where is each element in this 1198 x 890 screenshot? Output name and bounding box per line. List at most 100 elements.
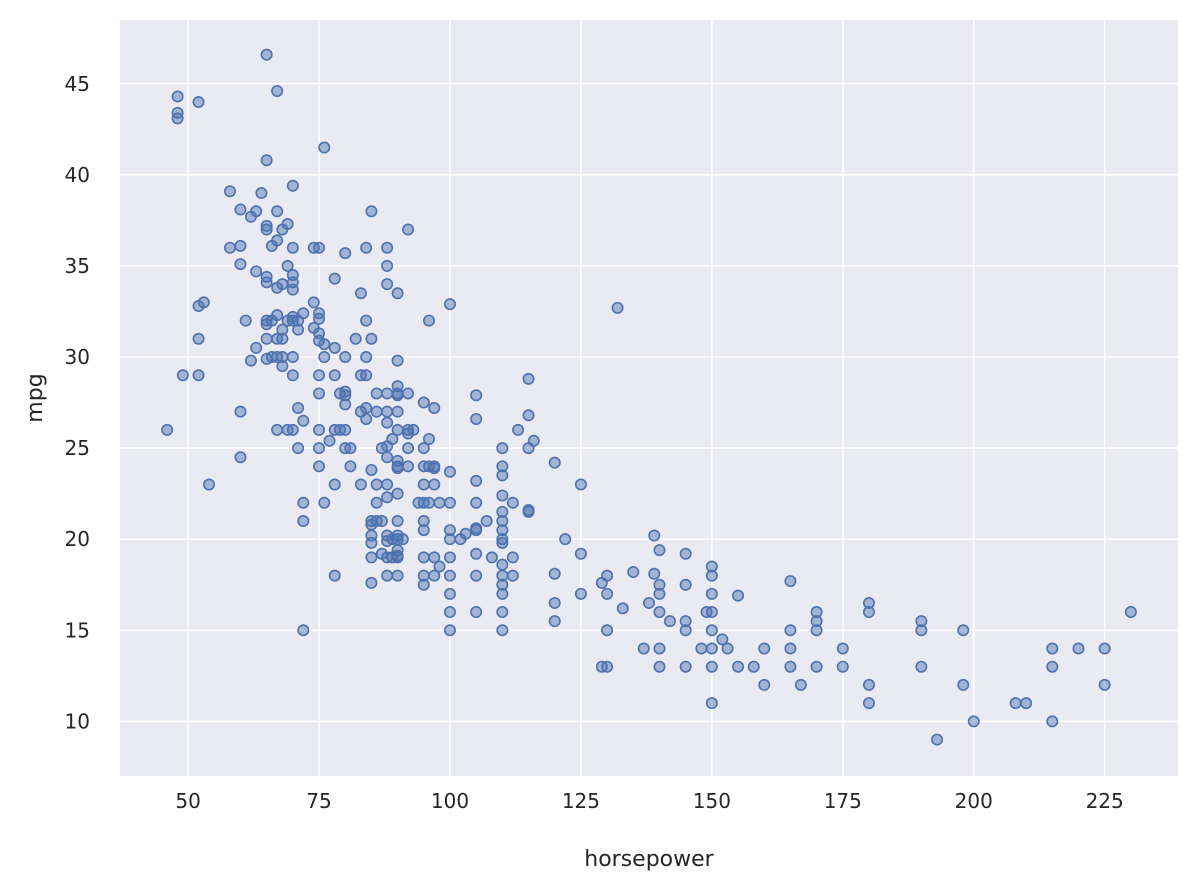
data-point bbox=[915, 660, 928, 673]
data-point bbox=[642, 596, 655, 609]
y-tick-label: 35 bbox=[65, 254, 90, 278]
data-point bbox=[705, 624, 718, 637]
data-point bbox=[354, 478, 367, 491]
data-point bbox=[496, 524, 509, 537]
data-point bbox=[328, 369, 341, 382]
data-point bbox=[370, 387, 383, 400]
data-point bbox=[234, 239, 247, 252]
data-point bbox=[862, 596, 875, 609]
data-point bbox=[574, 478, 587, 491]
data-point bbox=[391, 462, 404, 475]
data-point bbox=[784, 660, 797, 673]
data-point bbox=[250, 205, 263, 218]
data-point bbox=[171, 112, 184, 125]
data-point bbox=[423, 496, 436, 509]
data-point bbox=[307, 296, 320, 309]
data-point bbox=[297, 624, 310, 637]
data-point bbox=[381, 387, 394, 400]
data-point bbox=[339, 398, 352, 411]
x-axis-label: horsepower bbox=[584, 847, 714, 872]
data-point bbox=[470, 569, 483, 582]
x-tick-label: 200 bbox=[955, 789, 993, 813]
data-point bbox=[1098, 678, 1111, 691]
data-point bbox=[381, 478, 394, 491]
x-tick-label: 100 bbox=[431, 789, 469, 813]
data-point bbox=[323, 434, 336, 447]
data-point bbox=[417, 396, 430, 409]
data-point bbox=[957, 624, 970, 637]
x-tick-label: 175 bbox=[824, 789, 862, 813]
y-tick-labels: 10 15 20 25 30 35 40 45 bbox=[65, 72, 90, 734]
data-point bbox=[496, 460, 509, 473]
data-point bbox=[328, 341, 341, 354]
data-point bbox=[260, 219, 273, 232]
data-point bbox=[286, 179, 299, 192]
data-point bbox=[381, 241, 394, 254]
y-tick-label: 10 bbox=[65, 709, 90, 733]
data-point bbox=[260, 154, 273, 167]
data-point bbox=[197, 296, 210, 309]
data-point bbox=[915, 615, 928, 628]
data-point bbox=[417, 578, 430, 591]
data-point bbox=[1009, 697, 1022, 710]
data-point bbox=[381, 405, 394, 418]
data-point bbox=[496, 558, 509, 571]
data-point bbox=[255, 187, 268, 200]
data-point bbox=[428, 551, 441, 564]
data-point bbox=[386, 432, 399, 445]
data-point bbox=[470, 389, 483, 402]
data-point bbox=[705, 697, 718, 710]
data-point bbox=[459, 527, 472, 540]
data-point bbox=[679, 547, 692, 560]
data-point bbox=[417, 478, 430, 491]
data-point bbox=[648, 567, 661, 580]
data-point bbox=[496, 578, 509, 591]
x-tick-label: 225 bbox=[1086, 789, 1124, 813]
data-point bbox=[784, 575, 797, 588]
data-point bbox=[402, 387, 415, 400]
data-point bbox=[443, 496, 456, 509]
data-point bbox=[862, 697, 875, 710]
data-point bbox=[297, 414, 310, 427]
data-point bbox=[705, 660, 718, 673]
data-point bbox=[443, 524, 456, 537]
data-point bbox=[276, 360, 289, 373]
data-point bbox=[192, 95, 205, 108]
data-point bbox=[365, 205, 378, 218]
data-point bbox=[428, 462, 441, 475]
data-point bbox=[391, 487, 404, 500]
data-point bbox=[234, 451, 247, 464]
data-point bbox=[391, 389, 404, 402]
data-point bbox=[407, 423, 420, 436]
data-point bbox=[663, 615, 676, 628]
data-point bbox=[276, 332, 289, 345]
data-point bbox=[360, 351, 373, 364]
data-point bbox=[234, 405, 247, 418]
data-point bbox=[648, 529, 661, 542]
data-point bbox=[470, 606, 483, 619]
data-point bbox=[360, 369, 373, 382]
data-point bbox=[360, 402, 373, 415]
data-point bbox=[271, 205, 284, 218]
data-point bbox=[250, 341, 263, 354]
data-point bbox=[548, 615, 561, 628]
plot-area bbox=[120, 20, 1178, 776]
data-point bbox=[417, 442, 430, 455]
data-point bbox=[391, 514, 404, 527]
data-point bbox=[784, 642, 797, 655]
data-point bbox=[318, 351, 331, 364]
data-point bbox=[313, 442, 326, 455]
data-point bbox=[758, 642, 771, 655]
data-point bbox=[360, 241, 373, 254]
data-point bbox=[732, 660, 745, 673]
data-point bbox=[758, 678, 771, 691]
data-point bbox=[391, 405, 404, 418]
data-point bbox=[381, 416, 394, 429]
data-point bbox=[480, 514, 493, 527]
data-point bbox=[810, 606, 823, 619]
data-point bbox=[443, 465, 456, 478]
data-point bbox=[271, 423, 284, 436]
data-point bbox=[679, 660, 692, 673]
data-point bbox=[423, 314, 436, 327]
y-tick-label: 25 bbox=[65, 436, 90, 460]
